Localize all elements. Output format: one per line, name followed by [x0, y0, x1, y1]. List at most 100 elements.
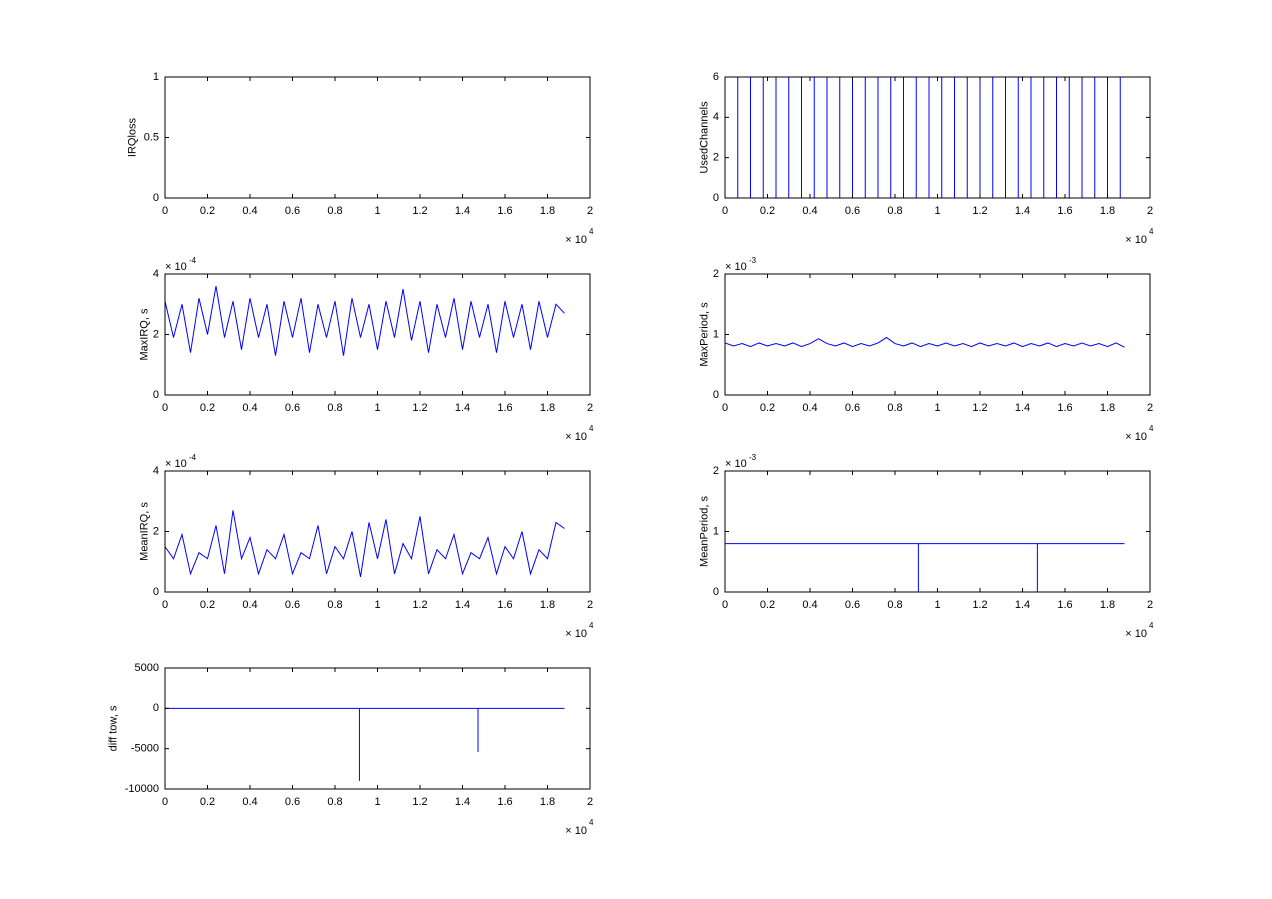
y-axis-label: MeanPeriod, s [699, 496, 711, 567]
subplot: 0 0.2 0.4 0.6 0.8 1 1.2 1.4 1.6 1.8 2 0 2 4 MeanIRQ, s… [139, 453, 594, 640]
plot-area [165, 286, 565, 356]
x-tick-label: 1.2 [412, 205, 427, 217]
x-tick-label: 1 [374, 402, 380, 414]
x-exponent: 4 [1149, 424, 1154, 433]
x-tick-label: 1.4 [455, 796, 470, 808]
x-tick-label: 0.8 [327, 402, 342, 414]
x-tick-label: 1 [934, 402, 940, 414]
axes-background [164, 273, 591, 396]
x-tick-label: 1.2 [972, 205, 987, 217]
x-tick-label: 0.2 [760, 402, 775, 414]
y-tick-label: 2 [713, 268, 719, 280]
x-tick-label: 1.6 [497, 599, 512, 611]
y-exponent: -4 [189, 256, 197, 265]
x-tick-label: 0.8 [327, 796, 342, 808]
y-tick-label: 0 [153, 389, 159, 401]
y-tick-label: 4 [153, 268, 159, 280]
y-multiplier: × 10 [725, 261, 747, 273]
x-tick-label: 2 [1147, 599, 1153, 611]
x-tick-label: 1.4 [1015, 402, 1030, 414]
x-tick-label: 0.4 [242, 205, 257, 217]
data-line [725, 336, 1125, 348]
data-line [165, 286, 565, 356]
y-axis-label: diff tow, s [108, 705, 120, 751]
y-multiplier: × 10 [725, 458, 747, 470]
x-multiplier: × 10 [1125, 628, 1147, 640]
x-tick-label: 1.8 [540, 205, 555, 217]
y-tick-label: 1 [153, 71, 159, 83]
y-tick-label: 0.5 [144, 131, 159, 143]
x-tick-label: 1 [934, 205, 940, 217]
x-multiplier: × 10 [1125, 431, 1147, 443]
x-tick-label: 0.4 [802, 599, 817, 611]
y-exponent: -4 [189, 453, 197, 462]
y-tick-label: 1 [713, 328, 719, 340]
x-tick-label: 0.4 [802, 402, 817, 414]
x-tick-label: 0.2 [200, 205, 215, 217]
x-tick-label: 1.8 [1100, 205, 1115, 217]
x-tick-label: 1.4 [455, 599, 470, 611]
x-tick-label: 1.6 [497, 796, 512, 808]
x-tick-label: 1.6 [1057, 402, 1072, 414]
x-tick-label: 1.6 [1057, 205, 1072, 217]
y-tick-label: 2 [153, 328, 159, 340]
x-tick-label: 0.6 [285, 796, 300, 808]
x-tick-label: 0.4 [242, 402, 257, 414]
subplot: 0 0.2 0.4 0.6 0.8 1 1.2 1.4 1.6 1.8 2 0 0.5 1 IRQloss ×… [126, 71, 594, 246]
x-tick-label: 0.6 [285, 402, 300, 414]
y-axis-label: MeanIRQ, s [139, 502, 151, 561]
x-tick-label: 0.6 [845, 599, 860, 611]
x-tick-label: 0 [722, 599, 728, 611]
subplot: 0 0.2 0.4 0.6 0.8 1 1.2 1.4 1.6 1.8 2 0 1 2 MaxPeriod,… [699, 256, 1154, 443]
subplot: 0 0.2 0.4 0.6 0.8 1 1.2 1.4 1.6 1.8 2 -10000 -5000 0 5… [108, 662, 594, 837]
subplot: 0 0.2 0.4 0.6 0.8 1 1.2 1.4 1.6 1.8 2 0 2 4 6 UsedChann… [699, 71, 1154, 246]
x-tick-label: 1 [374, 599, 380, 611]
y-tick-label: -5000 [131, 743, 159, 755]
x-multiplier: × 10 [565, 431, 587, 443]
x-exponent: 4 [589, 818, 594, 827]
x-tick-label: 0.2 [200, 402, 215, 414]
data-line [165, 510, 565, 577]
data-line [165, 707, 565, 781]
x-tick-label: 0.2 [200, 796, 215, 808]
y-multiplier: × 10 [165, 261, 187, 273]
x-tick-label: 1.8 [540, 599, 555, 611]
y-exponent: -3 [749, 453, 757, 462]
x-exponent: 4 [1149, 621, 1154, 630]
axes-background [164, 76, 591, 199]
plot-area [165, 707, 565, 781]
subplot: 0 0.2 0.4 0.6 0.8 1 1.2 1.4 1.6 1.8 2 0 1 2 MeanPeriod… [699, 453, 1154, 640]
x-tick-label: 1 [374, 205, 380, 217]
x-tick-label: 0 [162, 796, 168, 808]
x-tick-label: 1 [934, 599, 940, 611]
x-tick-label: 0.4 [802, 205, 817, 217]
data-line [725, 543, 1125, 592]
x-tick-label: 0.4 [242, 599, 257, 611]
x-tick-label: 2 [1147, 205, 1153, 217]
y-axis-label: MaxPeriod, s [699, 302, 711, 367]
plot-area [165, 510, 565, 577]
x-exponent: 4 [589, 621, 594, 630]
x-tick-label: 0.6 [845, 402, 860, 414]
x-tick-label: 1.6 [497, 402, 512, 414]
x-tick-label: 0.4 [242, 796, 257, 808]
x-tick-label: 0.8 [887, 402, 902, 414]
y-tick-label: 0 [153, 586, 159, 598]
x-tick-label: 0.2 [760, 205, 775, 217]
data-line [725, 77, 1121, 198]
y-tick-label: 2 [153, 525, 159, 537]
x-tick-label: 1.4 [1015, 205, 1030, 217]
x-tick-label: 1.4 [455, 205, 470, 217]
axes-background [724, 76, 1151, 199]
axes-background [164, 667, 591, 790]
x-tick-label: 0.8 [327, 599, 342, 611]
x-tick-label: 0 [722, 205, 728, 217]
x-tick-label: 0.6 [845, 205, 860, 217]
y-tick-label: 2 [713, 465, 719, 477]
x-tick-label: 1.6 [1057, 599, 1072, 611]
x-tick-label: 1.2 [972, 599, 987, 611]
x-exponent: 4 [589, 227, 594, 236]
y-tick-label: 5000 [135, 662, 159, 674]
axes-background [724, 470, 1151, 593]
